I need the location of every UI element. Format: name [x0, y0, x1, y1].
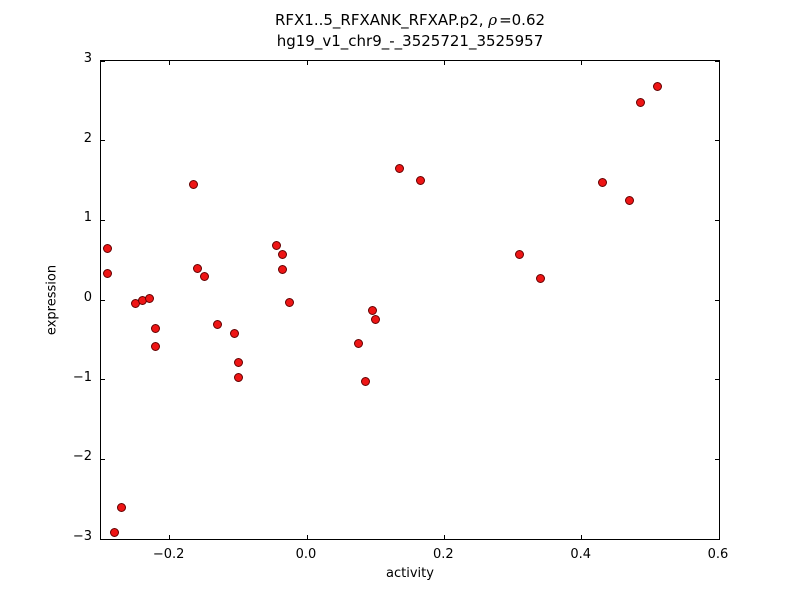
x-tick-mark [443, 535, 445, 539]
data-point [271, 241, 281, 251]
data-point [515, 250, 525, 260]
y-tick-label: −1 [72, 369, 92, 385]
x-tick-mark [581, 61, 583, 65]
data-point [285, 297, 295, 307]
chart-title-text: RFX1..5_RFXANK_RFXAP.p2, [274, 11, 489, 29]
x-tick-mark [581, 535, 583, 539]
data-point [652, 81, 662, 91]
y-tick-label: 2 [83, 130, 92, 146]
data-point [189, 179, 199, 189]
data-point [415, 176, 425, 185]
data-point [103, 269, 113, 279]
x-tick-mark [169, 61, 171, 65]
y-tick-label: 1 [83, 210, 92, 226]
data-point [278, 250, 288, 260]
x-tick-label: −0.2 [152, 547, 185, 562]
x-tick-label: 0.6 [707, 547, 729, 562]
data-point [233, 357, 243, 367]
x-tick-mark [718, 535, 720, 539]
y-tick-mark [715, 379, 719, 381]
data-point [151, 324, 161, 334]
data-point [230, 328, 240, 338]
y-tick-mark [715, 219, 719, 221]
x-tick-label: 0.4 [570, 547, 591, 562]
data-point [151, 341, 161, 351]
y-tick-mark [101, 219, 105, 221]
data-point [199, 271, 209, 281]
y-tick-mark [101, 538, 105, 540]
y-tick-mark [715, 299, 719, 301]
chart-subtitle: hg19_v1_chr9_-_3525721_3525957 [276, 32, 544, 50]
data-point [278, 265, 288, 275]
x-tick-mark [306, 61, 308, 65]
data-point [395, 164, 405, 174]
rho-value: =0.62 [499, 11, 546, 29]
x-axis-label: activity [386, 566, 434, 581]
y-tick-mark [101, 60, 105, 62]
y-tick-mark [715, 60, 719, 62]
x-tick-label: 0.0 [295, 547, 317, 562]
y-tick-label: 3 [83, 51, 92, 66]
y-tick-mark [715, 538, 719, 540]
chart-title: RFX1..5_RFXANK_RFXAP.p2, ρ =0.62 [100, 10, 720, 30]
y-tick-label: −3 [72, 529, 92, 544]
data-point [635, 97, 645, 107]
x-tick-label: 0.2 [432, 547, 454, 562]
x-tick-mark [443, 61, 445, 65]
x-tick-mark [306, 535, 308, 539]
data-point [117, 502, 127, 512]
data-point [103, 243, 113, 253]
data-point [367, 305, 377, 315]
x-tick-mark [169, 535, 171, 539]
plot-area [100, 60, 720, 540]
y-tick-mark [715, 140, 719, 142]
data-point [213, 320, 223, 330]
y-tick-mark [101, 299, 105, 301]
rho-symbol: ρ [488, 11, 498, 29]
y-tick-label: −2 [72, 449, 92, 465]
data-point [110, 528, 120, 538]
data-point [233, 372, 243, 382]
data-point [625, 195, 635, 205]
data-point [597, 178, 607, 188]
y-tick-mark [715, 458, 719, 460]
data-point [360, 376, 370, 386]
data-point [192, 263, 202, 273]
y-tick-mark [101, 458, 105, 460]
y-tick-mark [101, 379, 105, 381]
y-tick-mark [101, 140, 105, 142]
data-point [354, 339, 363, 349]
x-tick-mark [718, 61, 720, 65]
y-tick-label: 0 [83, 290, 92, 305]
data-point [371, 314, 381, 324]
data-point [535, 273, 545, 283]
data-point [144, 293, 154, 303]
